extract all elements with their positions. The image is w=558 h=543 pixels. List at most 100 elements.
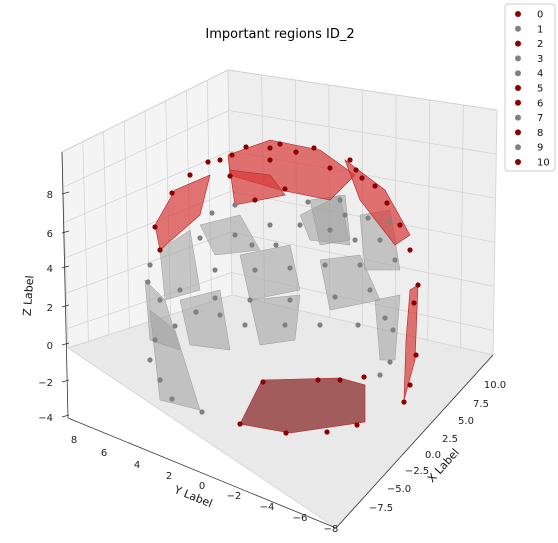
data-point-other xyxy=(297,222,303,228)
data-point-important xyxy=(347,157,353,163)
data-point-other xyxy=(252,267,258,273)
legend-marker xyxy=(515,55,521,62)
data-point-other xyxy=(197,235,203,241)
legend-label: 7 xyxy=(537,113,543,124)
data-point-other xyxy=(377,237,383,243)
data-point-important xyxy=(315,377,321,383)
data-point-other xyxy=(193,309,199,315)
data-point-important xyxy=(277,141,283,147)
data-point-other xyxy=(322,262,328,268)
data-point-important xyxy=(252,197,258,203)
scatter-points xyxy=(145,141,421,436)
data-point-important xyxy=(407,382,413,388)
data-point-other xyxy=(169,396,175,402)
legend-marker xyxy=(515,114,521,121)
x-tick-labels: 10.0 7.5 5.02.50.0 −2.5 −5.0 −7.5 xyxy=(369,380,506,514)
data-point-other xyxy=(387,359,393,365)
data-point-important xyxy=(282,186,288,192)
data-point-important xyxy=(205,159,211,165)
data-point-other xyxy=(249,242,255,248)
data-point-other xyxy=(157,297,163,303)
legend-marker xyxy=(515,11,521,17)
legend-box xyxy=(504,3,556,172)
legend-marker xyxy=(515,99,521,106)
x-tick-label: −2.5 xyxy=(405,466,429,477)
y-tick-label: −2 xyxy=(227,491,242,502)
data-point-important xyxy=(359,175,365,181)
data-point-other xyxy=(217,312,223,318)
data-point-important xyxy=(283,430,289,436)
data-point-other xyxy=(247,297,253,303)
data-point-other xyxy=(147,357,153,363)
data-point-other xyxy=(152,337,158,343)
z-tick-label: 6 xyxy=(47,229,53,240)
gray-region xyxy=(179,289,231,351)
y-tick-label: 6 xyxy=(101,448,107,459)
data-point-other xyxy=(282,322,288,328)
data-point-other xyxy=(172,323,178,329)
data-point-other xyxy=(287,265,293,271)
legend-label: 3 xyxy=(537,54,543,65)
y-tick-label: −4 xyxy=(260,502,275,513)
legend-label: 8 xyxy=(537,128,543,139)
data-point-important xyxy=(413,352,419,358)
data-point-important xyxy=(353,167,359,173)
z-tick-label: −2 xyxy=(38,378,53,389)
z-tick-mark xyxy=(61,191,70,195)
legend-label: 10 xyxy=(537,158,550,169)
gray-region xyxy=(199,214,261,256)
data-point-other xyxy=(342,212,348,218)
legend-marker xyxy=(515,85,521,91)
data-point-important xyxy=(243,144,249,150)
data-point-other xyxy=(305,199,311,205)
data-point-important xyxy=(187,172,193,178)
y-tick-label: 2 xyxy=(166,471,172,482)
data-point-other xyxy=(145,279,151,285)
legend-marker xyxy=(515,159,521,165)
data-point-other xyxy=(367,287,373,293)
legend-label: 4 xyxy=(537,69,543,80)
data-point-other xyxy=(327,227,333,233)
legend-marker xyxy=(515,144,521,151)
x-tick-label: 5.0 xyxy=(458,416,474,427)
gray-region xyxy=(249,294,301,346)
data-point-important xyxy=(229,152,235,158)
z-tick-label: −4 xyxy=(38,413,53,424)
y-tick-labels: 8 6 4 2 0 −2 −4 −6 −8 xyxy=(71,435,339,535)
data-point-other xyxy=(157,377,163,383)
data-point-other xyxy=(209,210,215,216)
z-tick-label: 8 xyxy=(47,190,53,201)
legend-marker xyxy=(515,129,521,136)
z-tick-mark xyxy=(61,230,70,234)
data-point-important xyxy=(372,183,378,189)
y-tick-label: 0 xyxy=(199,481,205,492)
data-point-other xyxy=(212,295,218,301)
data-point-other xyxy=(177,287,183,293)
data-point-other xyxy=(355,322,361,328)
data-point-important xyxy=(217,157,223,163)
z-tick-labels: 8 6 4 2 0 −2 −4 xyxy=(38,190,70,424)
data-point-important xyxy=(169,190,175,196)
data-point-other xyxy=(199,409,205,415)
chart-title: Important regions ID_2 xyxy=(205,27,354,42)
z-axis-label: Z Label xyxy=(21,275,37,317)
z-tick-mark xyxy=(61,342,70,346)
y-tick-label: 4 xyxy=(134,460,140,471)
red-region xyxy=(154,174,211,251)
legend-label: 5 xyxy=(537,84,543,95)
z-tick-label: 0 xyxy=(47,341,53,352)
data-point-other xyxy=(232,202,238,208)
data-point-important xyxy=(411,300,417,306)
z-tick-label: 2 xyxy=(47,303,53,314)
gray-region xyxy=(144,279,181,351)
x-tick-label: 2.5 xyxy=(442,434,458,445)
red-region xyxy=(229,169,286,206)
legend-marker xyxy=(515,40,521,47)
y-axis-label: Y Label xyxy=(171,483,214,510)
data-point-important xyxy=(237,421,243,427)
y-tick-label: −8 xyxy=(324,524,339,535)
data-point-other xyxy=(232,232,238,238)
y-tick-label: 8 xyxy=(71,435,77,446)
data-point-important xyxy=(324,429,330,435)
